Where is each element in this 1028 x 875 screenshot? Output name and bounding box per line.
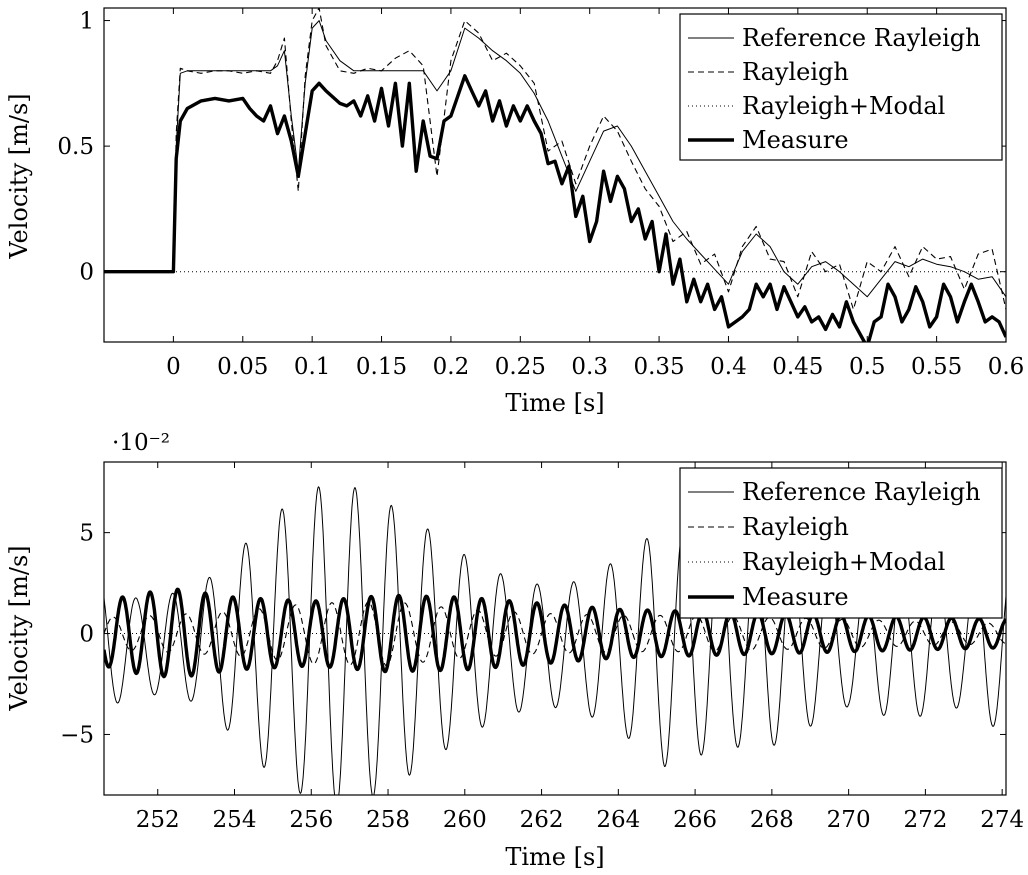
chart-bottom-y-ticks: −5 0 5 xyxy=(60,521,1006,748)
x-tick-label: 0.3 xyxy=(571,354,608,380)
x-tick-label: 0.5 xyxy=(849,354,886,380)
legend-label-reference-rayleigh: Reference Rayleigh xyxy=(742,24,981,52)
x-tick-label: 260 xyxy=(443,807,487,833)
chart-top-lines xyxy=(104,8,1006,342)
x-tick-label: 252 xyxy=(136,807,180,833)
chart-top-x-axis-label: Time [s] xyxy=(505,389,604,417)
series-line-measure xyxy=(104,587,1006,679)
x-tick-label: 266 xyxy=(673,807,717,833)
x-tick-label: 0.6 xyxy=(988,354,1025,380)
chart-bottom-x-ticks: 252 254 256 258 260 262 264 266 268 270 272 274 xyxy=(136,462,1024,833)
x-tick-label: 0.25 xyxy=(495,354,546,380)
legend-label-rayleigh: Rayleigh xyxy=(742,513,849,541)
x-tick-label: 0.45 xyxy=(772,354,823,380)
x-tick-label: 274 xyxy=(980,807,1024,833)
x-tick-label: 0.55 xyxy=(911,354,962,380)
x-tick-label: 0.1 xyxy=(294,354,331,380)
legend-label-rayleigh-modal: Rayleigh+Modal xyxy=(742,548,945,576)
chart-bottom-legend-box xyxy=(679,467,1003,619)
legend-label-measure: Measure xyxy=(742,583,849,611)
x-tick-label: 0 xyxy=(166,354,181,380)
series-line-reference-rayleigh xyxy=(104,20,1006,298)
series-line-measure xyxy=(104,74,1006,342)
x-tick-label: 0.35 xyxy=(633,354,684,380)
x-tick-label: 256 xyxy=(289,807,333,833)
chart-top-legend: Reference Rayleigh Rayleigh Rayleigh+Mod… xyxy=(679,13,1003,161)
chart-top-x-ticks: 0 0.05 0.1 0.15 0.2 0.25 0.3 0.35 0.4 0.45 0.5 0.55… xyxy=(166,8,1024,380)
y-tick-label: 0.5 xyxy=(57,134,94,160)
chart-bottom-y-scale-label: ·10⁻² xyxy=(112,430,170,456)
chart-top-frame xyxy=(103,7,1007,343)
y-tick-label: 1 xyxy=(79,9,94,35)
x-tick-label: 268 xyxy=(750,807,794,833)
chart-bottom-legend: Reference Rayleigh Rayleigh Rayleigh+Mod… xyxy=(679,467,1003,619)
x-tick-label: 272 xyxy=(903,807,947,833)
chart-bottom-frame xyxy=(103,461,1007,796)
y-tick-label: 0 xyxy=(79,260,94,286)
y-tick-label: 5 xyxy=(79,521,94,547)
chart-top: 0 0.05 0.1 0.15 0.2 0.25 0.3 0.35 0.4 0.45 0.5 0.55… xyxy=(5,7,1024,417)
x-tick-label: 270 xyxy=(827,807,871,833)
legend-label-rayleigh-modal: Rayleigh+Modal xyxy=(742,92,945,120)
x-tick-label: 0.05 xyxy=(217,354,268,380)
chart-bottom-lines xyxy=(104,486,1006,795)
chart-bottom-y-axis-label: Velocity [m/s] xyxy=(5,545,33,711)
chart-top-y-ticks: 00.51 xyxy=(57,9,1006,286)
x-tick-label: 0.15 xyxy=(356,354,407,380)
chart-bottom: 252 254 256 258 260 262 264 266 268 270 272 274 −5 0… xyxy=(5,430,1024,871)
y-tick-label: 0 xyxy=(79,622,94,648)
x-tick-label: 0.4 xyxy=(710,354,747,380)
x-tick-label: 262 xyxy=(520,807,564,833)
legend-label-reference-rayleigh: Reference Rayleigh xyxy=(742,478,981,506)
x-tick-label: 258 xyxy=(366,807,410,833)
series-line-rayleigh xyxy=(104,8,1006,310)
x-tick-label: 254 xyxy=(213,807,257,833)
chart-bottom-x-axis-label: Time [s] xyxy=(505,843,604,871)
x-tick-label: 0.2 xyxy=(433,354,470,380)
legend-label-rayleigh: Rayleigh xyxy=(742,58,849,86)
chart-top-y-axis-label: Velocity [m/s] xyxy=(5,93,33,259)
y-tick-label: −5 xyxy=(60,722,94,748)
legend-label-measure: Measure xyxy=(742,126,849,154)
x-tick-label: 264 xyxy=(596,807,640,833)
